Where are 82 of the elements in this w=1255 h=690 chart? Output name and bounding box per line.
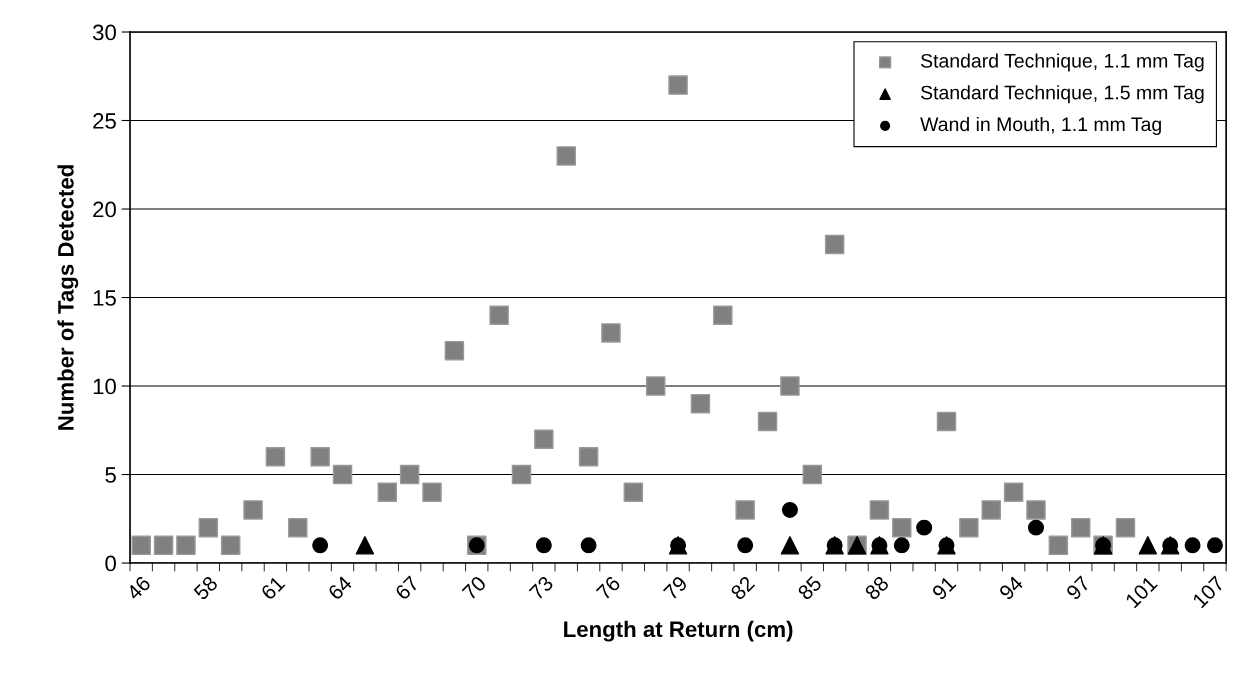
point	[153, 535, 174, 556]
point	[511, 464, 532, 485]
point	[1138, 536, 1158, 555]
point	[601, 323, 621, 343]
x-tick-label: 97	[1065, 575, 1091, 601]
point	[243, 500, 263, 520]
x-tick-label: 88	[864, 575, 890, 601]
legend-label: Wand in Mouth, 1.1 mm Tag	[920, 116, 1161, 135]
point	[645, 376, 666, 396]
legend-label: Standard Technique, 1.5 mm Tag	[921, 85, 1204, 104]
point	[737, 537, 754, 554]
point	[802, 464, 823, 485]
x-tick-label: 73	[528, 575, 555, 601]
x-tick-label: 101	[1124, 575, 1158, 609]
point	[780, 536, 800, 555]
x-tick-label: 85	[796, 575, 823, 601]
point	[869, 500, 890, 520]
point	[1048, 535, 1069, 556]
point	[1115, 517, 1136, 538]
point	[893, 537, 910, 554]
point	[377, 482, 398, 502]
point	[959, 517, 979, 538]
point	[444, 340, 465, 361]
y-axis-title: Number of Tags Detected	[57, 165, 79, 430]
y-tick-label: 30	[92, 24, 116, 41]
point	[936, 411, 957, 432]
y-tick-label: 20	[93, 201, 116, 218]
x-tick-label: 82	[729, 575, 756, 601]
point	[131, 535, 151, 556]
point	[1026, 500, 1046, 520]
legend-label: Standard Technique, 1.1 mm Tag	[921, 53, 1204, 72]
point	[176, 535, 196, 556]
point	[824, 234, 845, 255]
point	[1028, 519, 1044, 536]
point	[1184, 537, 1201, 554]
point	[623, 482, 644, 502]
point	[757, 411, 778, 432]
point	[288, 517, 308, 538]
point	[355, 536, 375, 555]
point	[1003, 482, 1024, 502]
x-tick-label: 64	[327, 574, 353, 601]
y-tick-label: 5	[105, 467, 116, 483]
point	[399, 464, 420, 485]
x-tick-label: 61	[260, 575, 286, 601]
y-tick-label: 15	[93, 290, 116, 306]
point	[534, 429, 554, 449]
point	[892, 517, 912, 538]
y-tick-label: 25	[93, 113, 116, 129]
x-tick-label: 67	[394, 575, 420, 601]
point	[690, 393, 711, 414]
y-tick-label: 10	[93, 378, 116, 395]
x-tick-label: 46	[125, 575, 152, 602]
x-tick-label: 107	[1191, 575, 1226, 609]
point	[535, 537, 552, 554]
point	[781, 501, 798, 518]
point	[668, 75, 688, 95]
point	[735, 500, 755, 520]
point	[265, 447, 286, 467]
point	[1206, 537, 1223, 554]
point	[310, 447, 330, 467]
x-tick-label: 76	[595, 575, 622, 601]
x-tick-label: 94	[998, 574, 1025, 601]
point	[916, 519, 933, 536]
x-tick-label: 58	[192, 575, 219, 601]
point	[489, 305, 509, 325]
point	[1070, 517, 1091, 538]
point	[198, 517, 219, 538]
point	[713, 305, 733, 325]
point	[981, 500, 1002, 520]
point	[578, 447, 599, 467]
point	[312, 537, 329, 554]
x-tick-label: 91	[931, 575, 957, 601]
point	[332, 464, 353, 485]
point	[580, 537, 597, 554]
point	[780, 376, 800, 396]
y-tick-label: 0	[105, 555, 116, 572]
point	[220, 535, 241, 556]
x-tick-label: 70	[461, 575, 487, 601]
point	[556, 146, 576, 166]
point	[422, 482, 442, 502]
x-axis-title: Length at Return (cm)	[564, 620, 793, 642]
x-tick-label: 79	[662, 575, 689, 601]
